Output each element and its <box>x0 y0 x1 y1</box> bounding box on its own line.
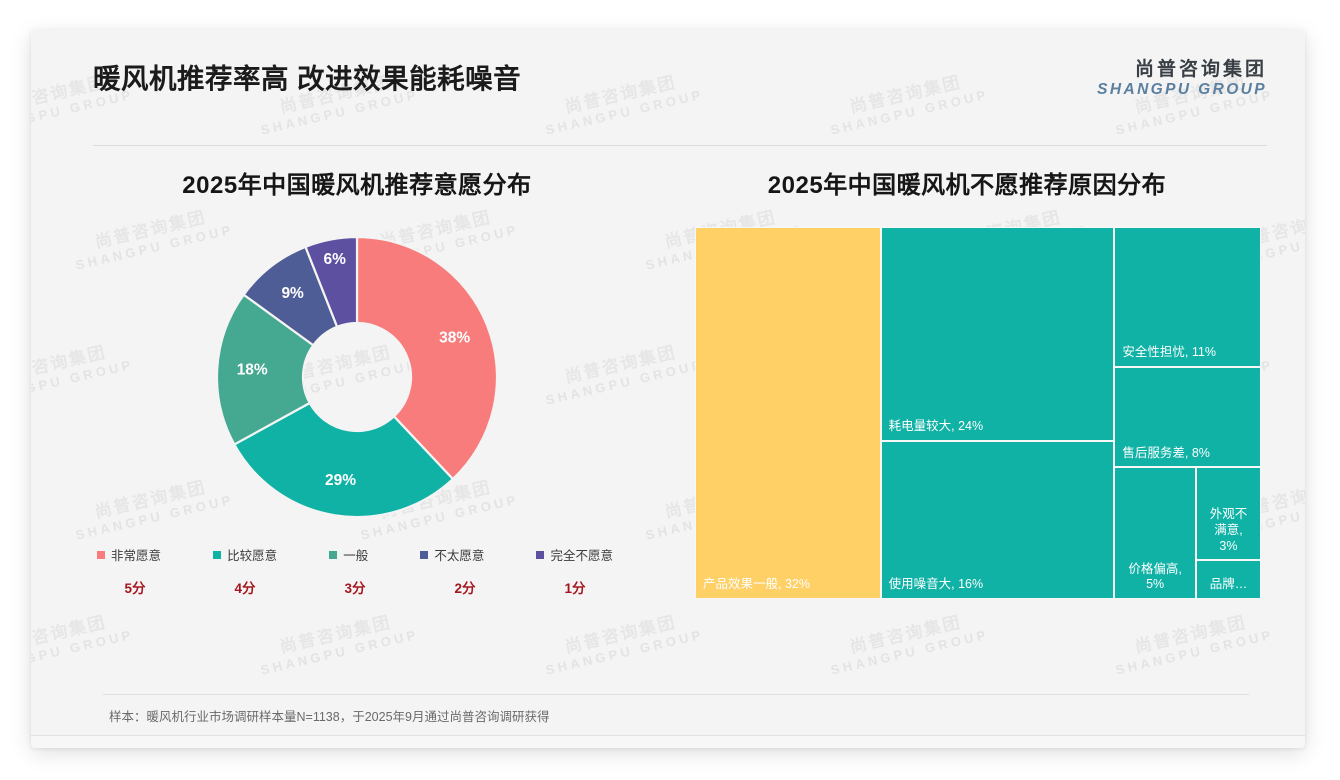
treemap-chart-title: 2025年中国暖风机不愿推荐原因分布 <box>767 172 1167 199</box>
legend-item[interactable]: 一般 <box>329 545 368 564</box>
score-label: 2分 <box>454 581 476 596</box>
legend-item[interactable]: 不太愿意 <box>420 545 484 564</box>
donut-slice-label: 6% <box>323 251 346 268</box>
treemap-cell-label: 售后服务差, 8% <box>1122 445 1210 460</box>
score-label: 3分 <box>344 581 366 596</box>
treemap-cell-label: 耗电量较大, 24% <box>888 419 984 434</box>
donut-chart-panel: 2025年中国暖风机推荐意愿分布 38% 29% 18% 9% 6% 非常愿意 比较愿意 一… <box>67 165 647 685</box>
legend-swatch-icon <box>329 550 338 559</box>
treemap-cell[interactable]: 售后服务差, 8% <box>1114 366 1261 468</box>
donut-chart-title: 2025年中国暖风机推荐意愿分布 <box>182 172 532 199</box>
treemap-cell[interactable]: 使用噪音大, 16% <box>880 440 1115 599</box>
treemap-cell-label: 外观不 满意, 3% <box>1209 507 1248 553</box>
treemap-cell-label: 使用噪音大, 16% <box>888 577 984 592</box>
legend-item[interactable]: 比较愿意 <box>213 545 277 564</box>
treemap-cell-label: 产品效果一般, 32% <box>703 577 810 592</box>
slide-card: 尚普咨询集团 SHANGPU GROUP 尚普咨询集团 SHANGPU GROUP 尚普… <box>31 30 1305 748</box>
footnote-divider <box>103 694 1249 695</box>
donut-slice-label: 18% <box>237 362 268 379</box>
legend-item-label: 完全不愿意 <box>550 549 613 563</box>
donut-svg: 38% 29% 18% 9% 6% <box>215 235 499 519</box>
treemap-cell[interactable]: 安全性担忧, 11% <box>1114 227 1261 367</box>
page-title: 暖风机推荐率高 改进效果能耗噪音 <box>93 63 522 94</box>
treemap-cell[interactable]: 价格偏高, 5% <box>1114 467 1196 599</box>
treemap-cell[interactable]: 耗电量较大, 24% <box>880 227 1115 441</box>
footer-divider <box>31 735 1305 736</box>
legend-item[interactable]: 非常愿意 <box>97 545 161 564</box>
score-label: 4分 <box>234 581 256 596</box>
treemap-chart-panel: 2025年中国暖风机不愿推荐原因分布 产品效果一般, 32% 耗电量较大, 24%… <box>667 165 1267 685</box>
treemap-cell[interactable]: 产品效果一般, 32% <box>695 227 881 599</box>
treemap-cell-label: 价格偏高, 5% <box>1128 561 1182 592</box>
legend-swatch-icon <box>97 550 105 559</box>
logo-chinese-text: 尚普咨询集团 <box>1134 59 1267 80</box>
treemap-chart: 产品效果一般, 32% 耗电量较大, 24% 使用噪音大, 16% 安全性担忧, 11… <box>695 227 1261 599</box>
donut-slice-label: 9% <box>281 285 304 302</box>
treemap-cell-label: 品牌… <box>1209 577 1248 592</box>
header-divider <box>93 145 1267 146</box>
donut-slice[interactable] <box>215 293 315 446</box>
score-row: 5分 4分 3分 2分 1分 <box>81 577 629 597</box>
donut-slice-label: 29% <box>325 472 356 489</box>
donut-slice[interactable] <box>232 401 455 519</box>
slide-footer: ©2025.11 SHANGPU GROUP www.shangpu-china… <box>31 736 1305 748</box>
donut-legend: 非常愿意 比较愿意 一般 不太愿意 完全不愿意 <box>81 545 629 564</box>
treemap-cell-label: 安全性担忧, 11% <box>1122 345 1216 360</box>
donut-slice[interactable] <box>355 235 499 481</box>
legend-swatch-icon <box>420 550 429 559</box>
brand-logo: 尚普咨询集团 SHANGPU GROUP <box>1097 59 1267 100</box>
donut-chart: 38% 29% 18% 9% 6% <box>207 227 507 527</box>
score-label: 1分 <box>564 581 586 596</box>
treemap-cell[interactable]: 品牌… <box>1195 560 1261 599</box>
sample-footnote: 样本：暖风机行业市场调研样本量N=1138，于2025年9月通过尚普咨询调研获得 <box>109 710 550 724</box>
legend-swatch-icon <box>536 550 545 559</box>
donut-slice-label: 38% <box>439 329 470 346</box>
legend-item-label: 不太愿意 <box>434 549 485 563</box>
slide-header: 暖风机推荐率高 改进效果能耗噪音 尚普咨询集团 SHANGPU GROUP <box>31 30 1305 120</box>
legend-swatch-icon <box>213 550 222 559</box>
treemap-cell[interactable]: 外观不 满意, 3% <box>1195 467 1261 561</box>
score-label: 5分 <box>124 581 146 596</box>
legend-item[interactable]: 完全不愿意 <box>536 545 613 564</box>
legend-item-label: 比较愿意 <box>227 549 278 563</box>
donut-slice[interactable] <box>304 235 359 329</box>
logo-english-text: SHANGPU GROUP <box>1097 81 1267 99</box>
legend-item-label: 非常愿意 <box>111 549 162 563</box>
legend-item-label: 一般 <box>343 549 369 563</box>
